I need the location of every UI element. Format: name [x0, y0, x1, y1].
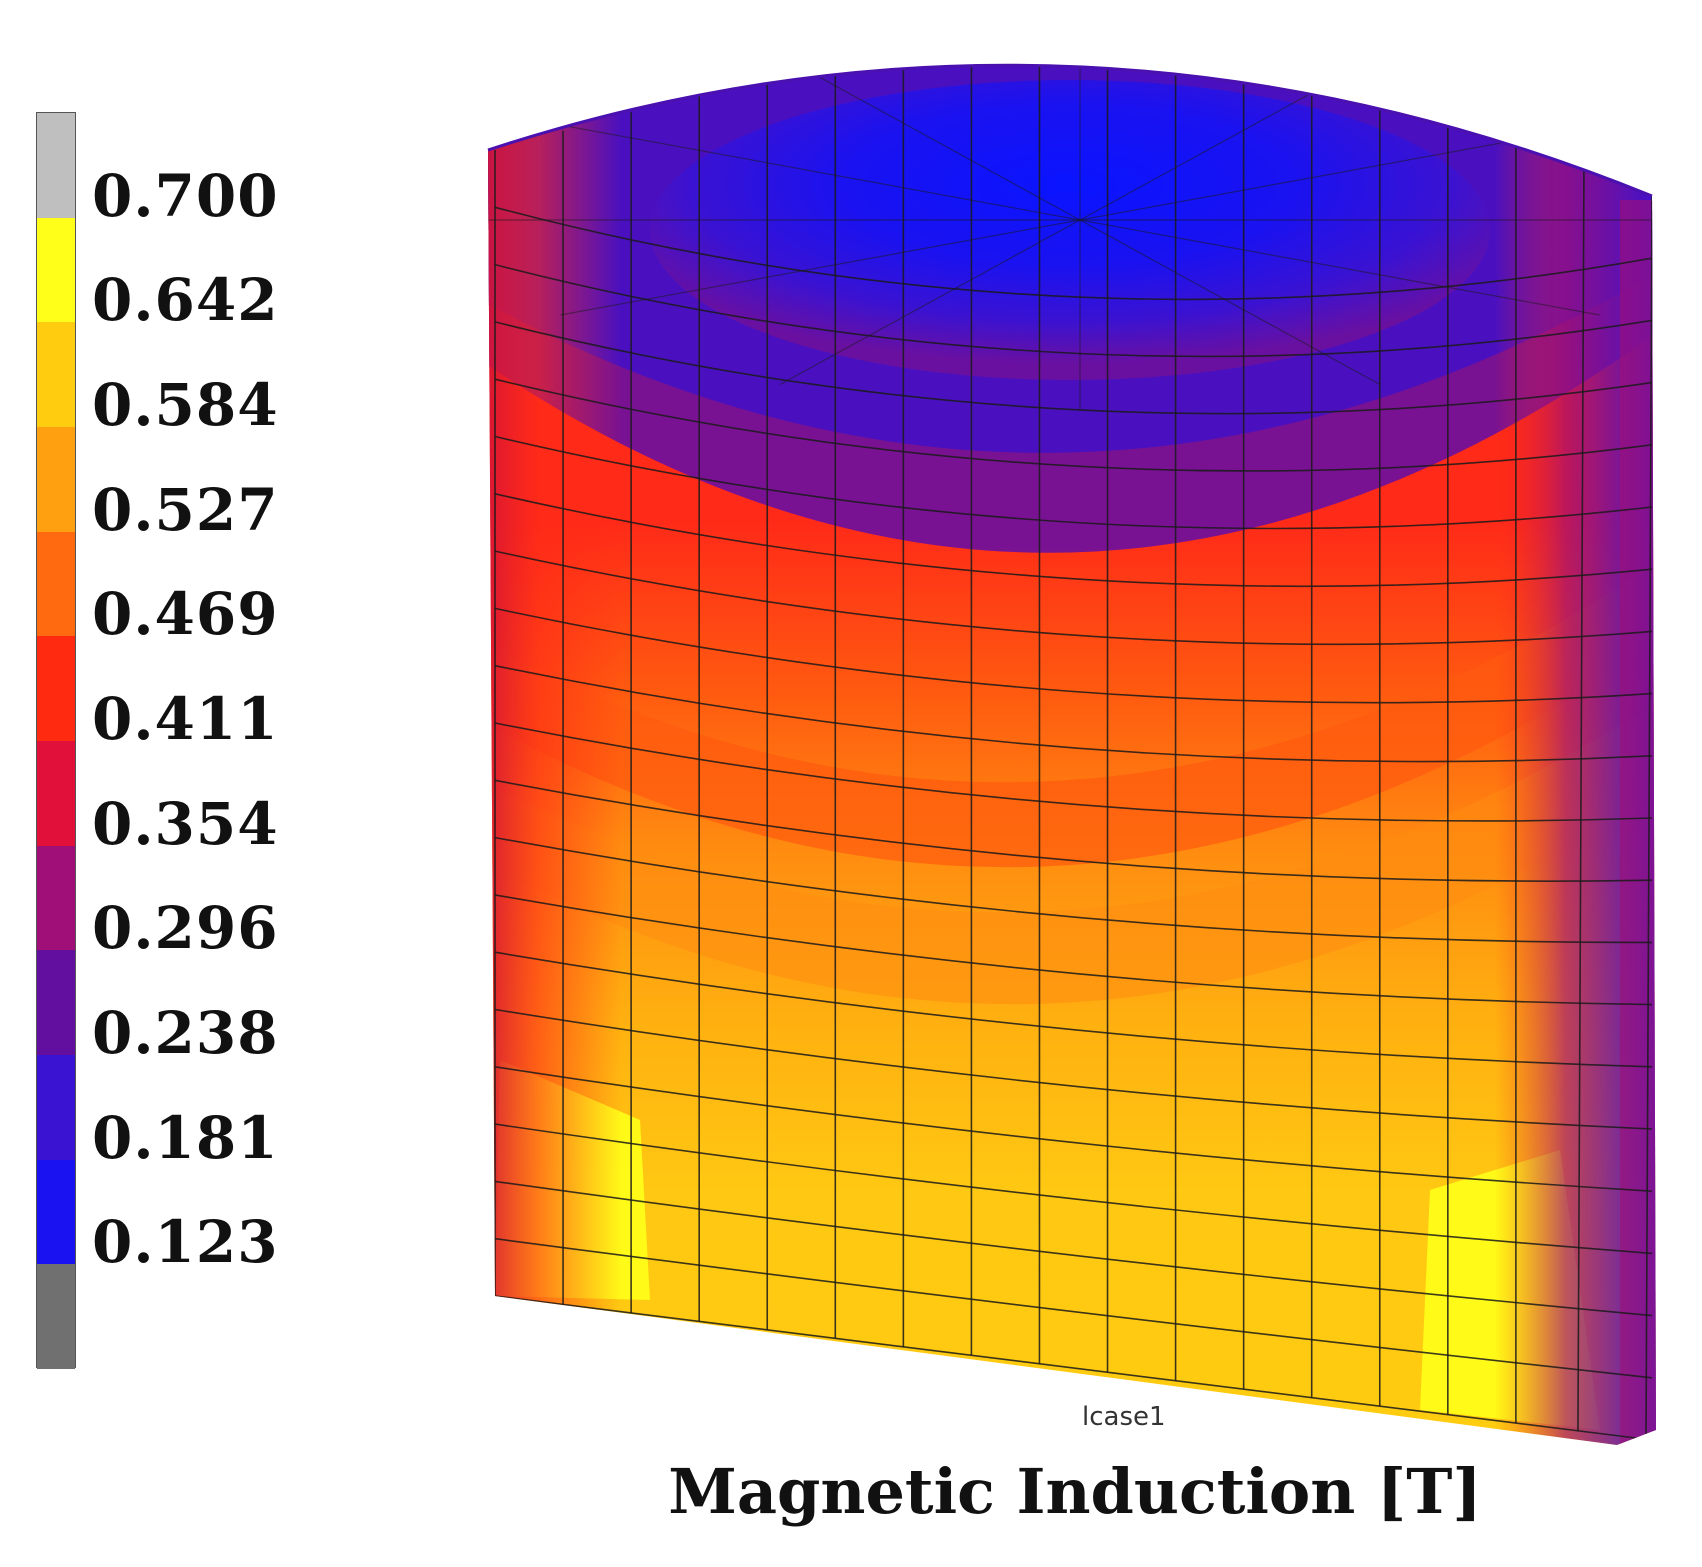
- mesh-line: [560, 124, 1081, 221]
- legend-swatch: [37, 217, 75, 323]
- mesh-line: [494, 321, 1653, 415]
- legend-label: 0.238: [92, 999, 279, 1068]
- legend-label: 0.296: [92, 894, 279, 963]
- mesh-line: [1079, 219, 1381, 386]
- mesh-line: [494, 1123, 1653, 1255]
- legend-swatch: [37, 1159, 75, 1265]
- mesh-line: [494, 1295, 1653, 1441]
- mesh-line: [494, 607, 1653, 704]
- legend-swatch: [37, 741, 75, 847]
- legend-swatch: [37, 636, 75, 742]
- mesh-line: [494, 378, 1653, 472]
- legend-swatch: [37, 113, 75, 219]
- legend-swatch: [37, 427, 75, 533]
- mesh-line: [494, 894, 1653, 1006]
- mesh-line: [494, 493, 1653, 588]
- mesh-line: [560, 219, 1081, 316]
- legend-label: 0.354: [92, 789, 279, 858]
- mesh-line: [494, 779, 1653, 882]
- mesh-line: [779, 65, 1081, 221]
- mesh-line: [494, 1008, 1653, 1130]
- figure-title: Magnetic Induction [T]: [668, 1455, 1482, 1528]
- legend-label: 0.584: [92, 371, 279, 440]
- legend-swatch: [37, 322, 75, 428]
- mesh-line: [494, 1180, 1653, 1317]
- mesh-grid: [488, 65, 1656, 1441]
- legend-label: 0.642: [92, 266, 279, 335]
- mesh-line: [494, 722, 1653, 822]
- legend-swatch: [37, 845, 75, 951]
- legend-label: 0.181: [92, 1103, 279, 1172]
- legend-swatch: [37, 531, 75, 637]
- mesh-line: [779, 219, 1081, 386]
- legend-label: 0.700: [92, 161, 279, 230]
- legend-swatch: [37, 950, 75, 1056]
- legend-label: 0.411: [92, 685, 279, 754]
- mesh-line: [494, 1066, 1653, 1192]
- mesh-line: [494, 263, 1653, 358]
- mesh-line: [494, 206, 1653, 301]
- case-label: lcase1: [1082, 1402, 1166, 1432]
- mesh-line: [1079, 219, 1600, 316]
- mesh-line: [494, 435, 1653, 530]
- mesh-line: [494, 836, 1653, 944]
- legend-label: 0.123: [92, 1208, 279, 1277]
- legend-swatch: [37, 1264, 75, 1370]
- mesh-line: [1577, 171, 1585, 1432]
- mesh-line: [494, 664, 1653, 763]
- legend-label: 0.469: [92, 580, 279, 649]
- color-scale-bar: [36, 112, 76, 1370]
- mesh-line: [494, 1237, 1653, 1379]
- mesh-line: [494, 550, 1653, 646]
- legend-label: 0.527: [92, 475, 279, 544]
- legend-swatch: [37, 1055, 75, 1161]
- mesh-line: [494, 951, 1653, 1068]
